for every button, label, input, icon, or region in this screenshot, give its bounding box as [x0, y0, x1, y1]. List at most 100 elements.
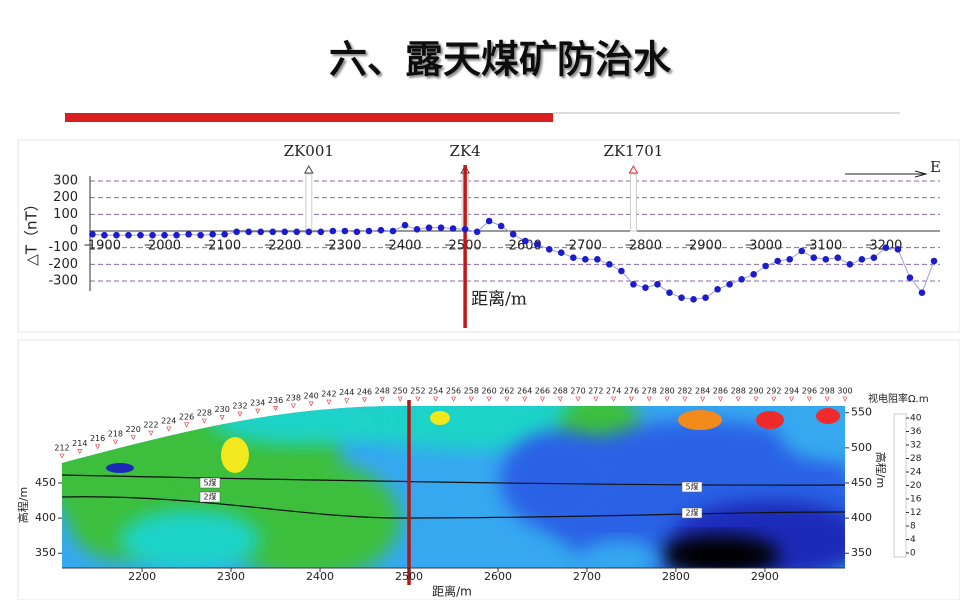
y-tick-label: -200 — [48, 257, 78, 272]
x-tick-label: 2900 — [751, 570, 779, 583]
data-point — [618, 267, 625, 275]
x-tick-label: 2200 — [268, 239, 301, 254]
station-label: 286 — [713, 387, 728, 396]
y-tick-label: 300 — [53, 174, 78, 189]
y-tick-label: 350 — [35, 546, 56, 559]
seam-label: 2煤 — [203, 492, 216, 502]
resistivity-zone — [678, 410, 722, 430]
station-marker — [59, 453, 65, 459]
station-marker — [628, 396, 634, 402]
station-label: 216 — [90, 434, 105, 443]
station-marker — [219, 415, 225, 421]
station-label: 264 — [517, 387, 532, 396]
seam-line — [61, 474, 846, 486]
station-label: 234 — [250, 399, 265, 408]
data-point — [209, 231, 216, 238]
station-label: 284 — [695, 387, 710, 396]
station-marker — [682, 396, 688, 402]
colorbar-label: 视电阻率Ω.m — [868, 392, 929, 405]
x-tick-label: 2600 — [509, 239, 542, 254]
x-tick-label: 1900 — [88, 239, 121, 254]
station-marker — [611, 396, 617, 402]
resistivity-zone — [580, 540, 660, 568]
data-point — [185, 231, 192, 238]
data-point — [762, 262, 769, 270]
data-point — [846, 261, 854, 268]
x-tick-label: 3000 — [749, 239, 782, 254]
data-point — [654, 281, 661, 288]
data-point — [353, 228, 361, 236]
station-marker — [468, 396, 474, 402]
station-label: 250 — [392, 387, 407, 396]
station-label: 254 — [428, 387, 443, 396]
station-label: 292 — [766, 387, 781, 396]
station-label: 236 — [268, 396, 283, 405]
colorbar-tick-label: 0 — [910, 549, 916, 559]
data-point — [738, 276, 745, 283]
station-marker — [397, 396, 403, 402]
data-point — [161, 231, 168, 239]
data-point — [437, 224, 445, 231]
station-label: 296 — [802, 387, 817, 396]
colorbar-tick-label: 36 — [910, 427, 922, 437]
data-point — [173, 231, 180, 239]
station-marker — [433, 396, 439, 402]
station-label: 274 — [606, 387, 621, 396]
data-point — [341, 227, 349, 235]
station-marker — [504, 396, 510, 402]
data-point — [137, 231, 144, 239]
station-label: 246 — [357, 387, 372, 396]
data-point — [197, 231, 204, 239]
station-marker — [451, 396, 456, 402]
station-label: 280 — [659, 387, 674, 396]
data-point — [918, 289, 926, 296]
station-marker — [575, 396, 581, 402]
station-marker — [273, 405, 279, 411]
station-marker — [806, 396, 812, 402]
station-marker — [735, 396, 741, 402]
direction-label: E — [930, 158, 941, 176]
data-point — [545, 246, 553, 253]
data-point — [317, 228, 325, 236]
x-tick-label: 2300 — [217, 570, 245, 583]
station-marker — [522, 396, 528, 402]
station-marker — [237, 411, 243, 417]
borehole-marker — [303, 164, 314, 174]
station-marker — [824, 396, 830, 402]
data-point — [582, 256, 589, 263]
station-marker — [77, 448, 83, 454]
data-point — [269, 228, 277, 236]
borehole — [629, 173, 637, 232]
seam-label: 2煤 — [685, 508, 698, 518]
y-tick-label: 100 — [53, 207, 78, 222]
station-label: 272 — [588, 387, 603, 396]
x-tick-label: 2900 — [689, 239, 722, 254]
data-point — [521, 237, 529, 245]
station-label: 262 — [499, 387, 514, 396]
data-point — [113, 231, 120, 239]
station-marker — [539, 396, 545, 402]
station-marker — [201, 418, 207, 424]
x-tick-label: 2600 — [484, 570, 512, 583]
data-point — [509, 231, 517, 238]
data-point — [834, 254, 842, 261]
station-marker — [112, 439, 118, 445]
y2-tick-label: 400 — [851, 511, 872, 524]
colorbar-tick-label: 20 — [910, 481, 922, 491]
data-point — [377, 226, 385, 234]
data-point — [810, 254, 818, 261]
x-tick-label: 2400 — [306, 570, 334, 583]
data-point — [281, 228, 289, 236]
colorbar-tick-label: 28 — [910, 454, 922, 464]
station-marker — [326, 399, 332, 405]
data-point — [329, 227, 337, 235]
slide-title: 六、露天煤矿防治水 — [329, 38, 672, 82]
seam-tag — [681, 507, 703, 519]
station-label: 258 — [464, 387, 479, 396]
station-label: 248 — [375, 387, 390, 396]
y-tick-label: -300 — [48, 274, 78, 289]
station-label: 290 — [748, 387, 763, 396]
station-marker — [379, 396, 385, 402]
